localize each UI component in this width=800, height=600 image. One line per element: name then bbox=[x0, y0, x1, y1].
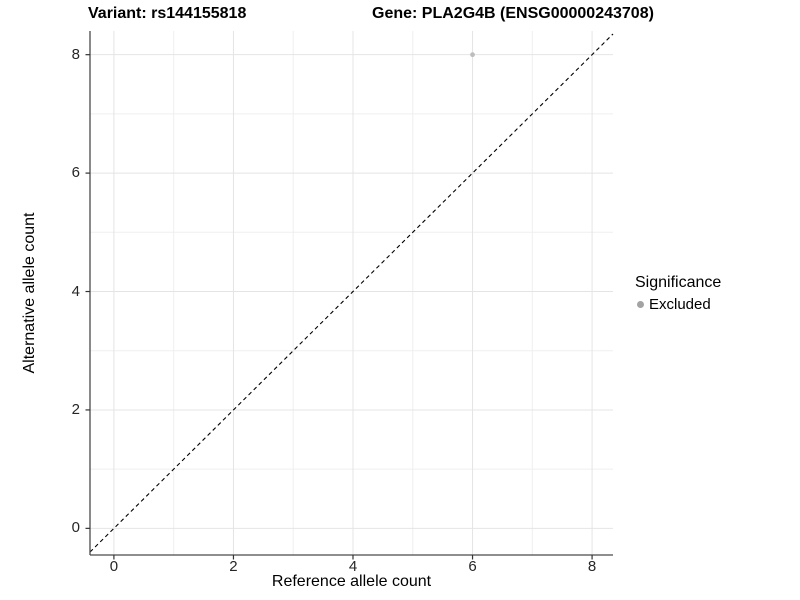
y-tick-label: 6 bbox=[71, 164, 80, 182]
legend-item-label: Excluded bbox=[649, 296, 711, 313]
data-point-excluded bbox=[470, 52, 475, 58]
gene-title: Gene: PLA2G4B (ENSG00000243708) bbox=[372, 5, 654, 22]
x-tick-label: 0 bbox=[109, 558, 119, 575]
legend-title: Significance bbox=[635, 274, 722, 291]
variant-title: Variant: rs144155818 bbox=[88, 5, 247, 22]
identity-reference-line bbox=[89, 33, 614, 553]
x-tick-label: 6 bbox=[468, 558, 477, 575]
x-tick-label: 8 bbox=[587, 558, 597, 575]
x-axis-title: Reference allele count bbox=[271, 573, 432, 590]
legend: Significance Excluded bbox=[635, 274, 721, 313]
y-tick-label: 4 bbox=[71, 282, 80, 300]
y-tick-label: 0 bbox=[71, 519, 80, 537]
x-tick-label: 4 bbox=[348, 558, 358, 575]
y-tick-label: 8 bbox=[71, 45, 80, 63]
legend-point-icon bbox=[637, 301, 644, 308]
x-tick-label: 2 bbox=[229, 558, 238, 575]
legend-item-excluded: Excluded bbox=[637, 296, 721, 313]
y-tick-label: 2 bbox=[71, 400, 80, 418]
y-axis-title: Alternative allele count bbox=[21, 212, 38, 374]
